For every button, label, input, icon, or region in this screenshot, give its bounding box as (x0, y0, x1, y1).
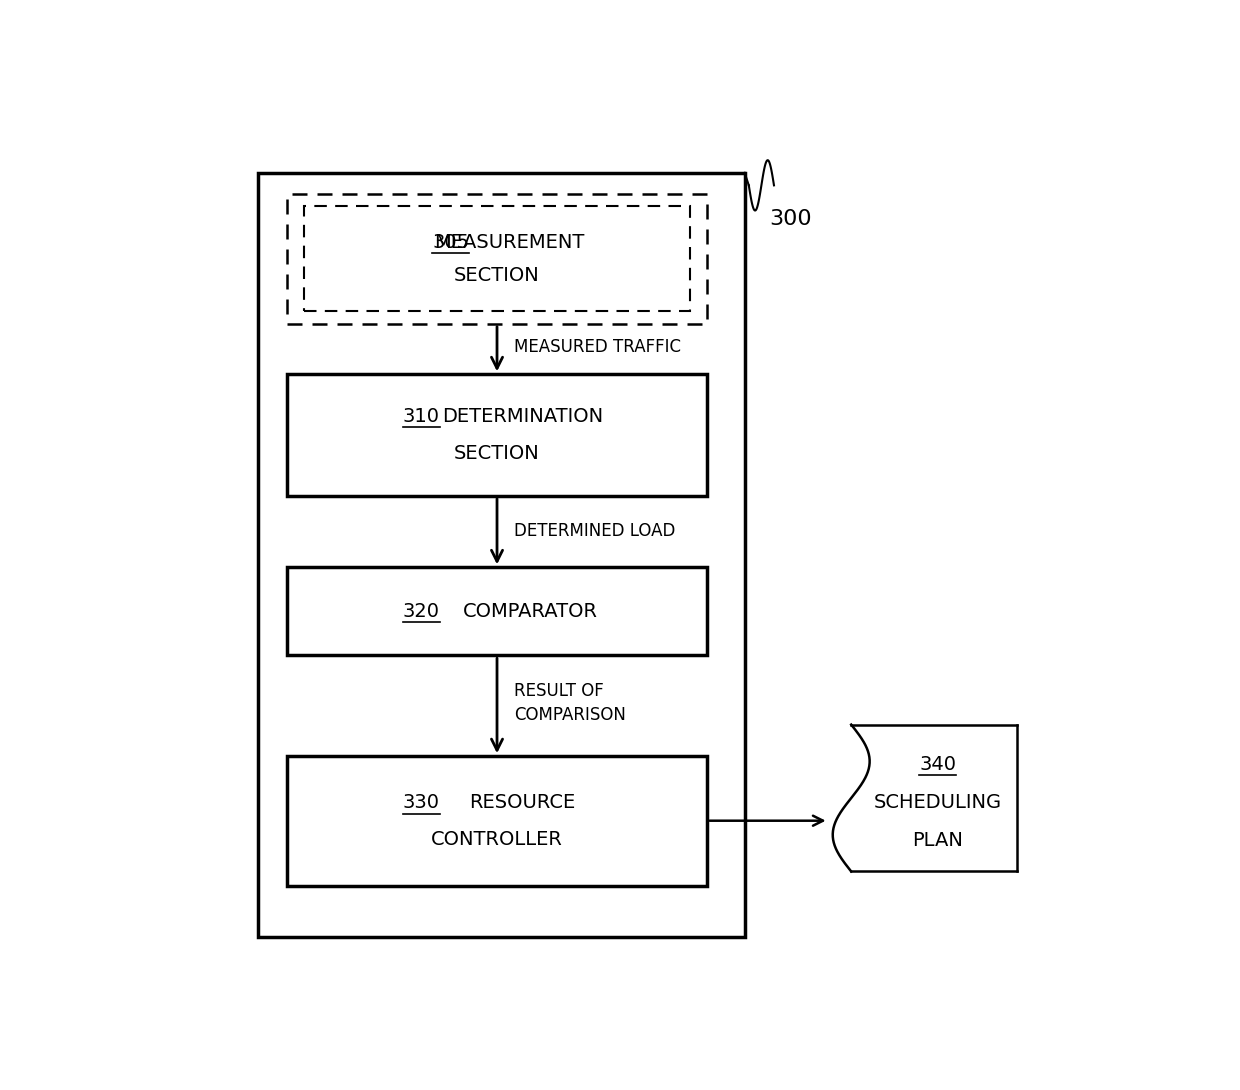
Text: PLAN: PLAN (913, 831, 963, 849)
Text: CONTROLLER: CONTROLLER (432, 831, 563, 849)
Text: 305: 305 (433, 232, 470, 252)
Text: 320: 320 (403, 602, 440, 621)
Text: RESOURCE: RESOURCE (469, 794, 575, 812)
Text: DETERMINATION: DETERMINATION (441, 407, 603, 426)
Text: MEASURED TRAFFIC: MEASURED TRAFFIC (513, 338, 681, 356)
Text: 310: 310 (403, 407, 440, 426)
Text: SCHEDULING: SCHEDULING (874, 792, 1002, 812)
Text: DETERMINED LOAD: DETERMINED LOAD (513, 522, 675, 541)
Text: SECTION: SECTION (454, 444, 539, 463)
Text: 340: 340 (919, 755, 956, 774)
Bar (288, 374, 707, 496)
Bar (288, 194, 707, 324)
Bar (258, 172, 744, 936)
Text: MEASUREMENT: MEASUREMENT (434, 232, 585, 252)
Text: 330: 330 (403, 794, 440, 812)
Text: COMPARATOR: COMPARATOR (463, 602, 598, 621)
Text: RESULT OF
COMPARISON: RESULT OF COMPARISON (513, 682, 626, 724)
Bar (304, 206, 689, 312)
Text: SECTION: SECTION (454, 266, 539, 286)
Bar (288, 567, 707, 655)
Bar (288, 756, 707, 886)
Text: 300: 300 (770, 209, 812, 229)
